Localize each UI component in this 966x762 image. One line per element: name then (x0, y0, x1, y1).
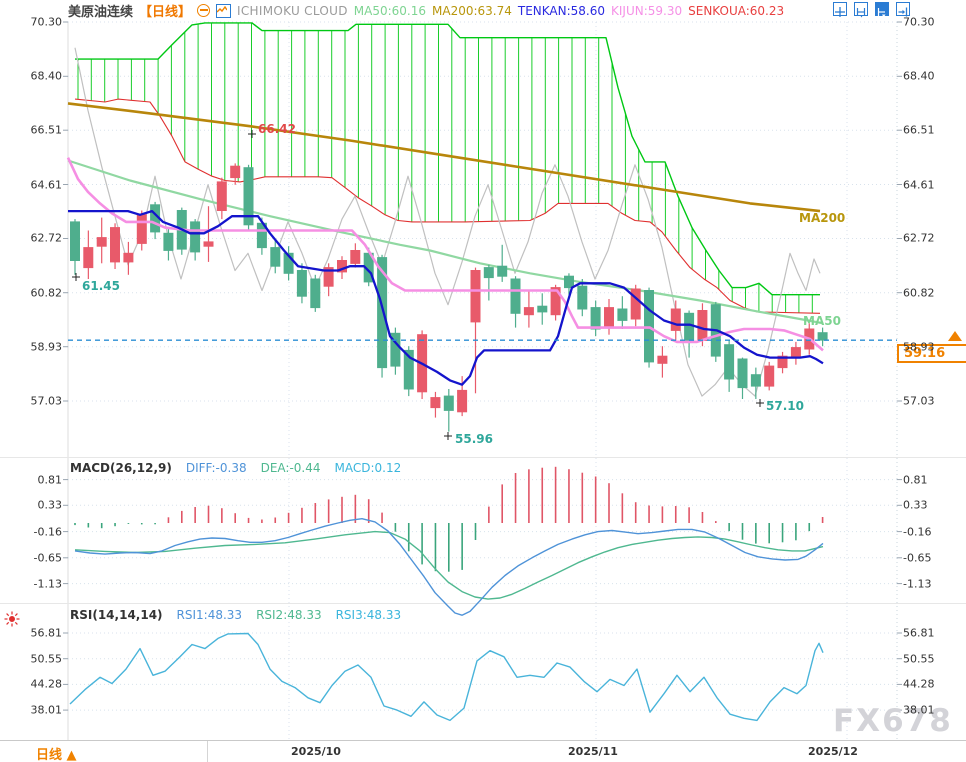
chart-toolbar (831, 2, 911, 18)
indicator-settings-icon[interactable] (3, 610, 21, 628)
pan-right-icon[interactable] (896, 2, 911, 17)
mini-chart-icon[interactable] (216, 3, 232, 18)
move-crosshair-icon[interactable] (833, 2, 847, 17)
axis-zoom-icon[interactable] (875, 2, 890, 18)
axis-scale-icon[interactable] (854, 2, 869, 18)
chevron-up-icon: ▲ (66, 748, 77, 762)
collapse-icon[interactable] (197, 4, 211, 17)
timeframe-tab-daily[interactable]: 日线 ▲ (36, 748, 77, 762)
